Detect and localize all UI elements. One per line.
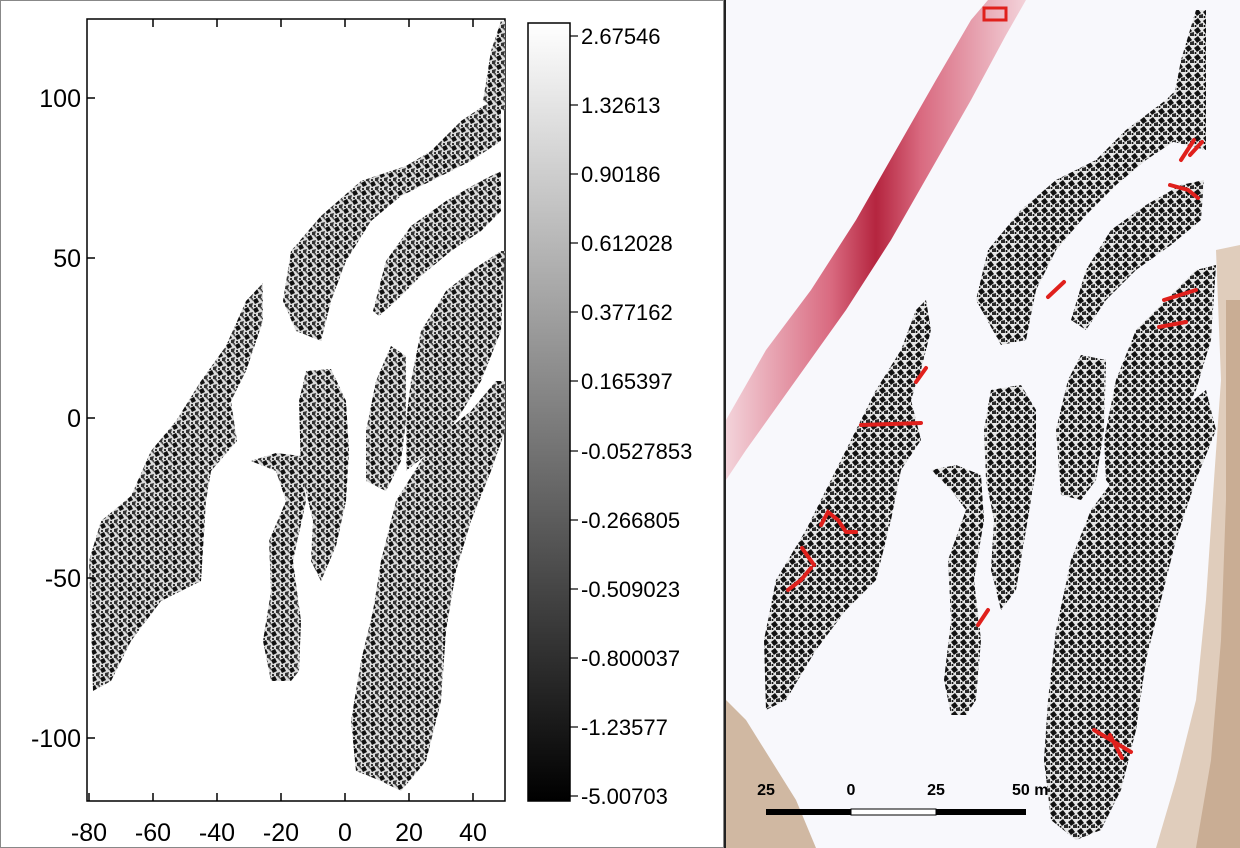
x-tick-label: 0: [338, 819, 352, 847]
outcrop-west: [89, 283, 263, 691]
outcrop-north-b: [1071, 180, 1204, 330]
colorbar-label: -0.800037: [581, 646, 680, 671]
shore-band-east-dark: [1196, 300, 1240, 848]
scale-label: 25: [927, 782, 945, 799]
outcrop-west: [764, 300, 931, 710]
colorbar-labels: 2.67546 1.32613 0.90186 0.612028 0.37716…: [581, 24, 692, 809]
colorbar-label: 2.67546: [581, 24, 661, 49]
x-tick-label: -20: [263, 819, 299, 847]
scale-bar: 25 0 25 50 m: [757, 782, 1048, 816]
x-tick-label: -40: [199, 819, 235, 847]
y-tick-label: 50: [53, 245, 81, 273]
outcrop-north-a: [976, 70, 1201, 345]
outcrop-center-a: [299, 369, 349, 581]
outcrop-south-east: [1044, 390, 1216, 840]
scale-bar-segment: [850, 808, 937, 816]
top-annotation-box: [982, 6, 1008, 22]
outcrop-center-a: [984, 385, 1036, 610]
y-tick-label: 0: [67, 405, 81, 433]
rock-outcrops: [89, 21, 505, 791]
x-tick-label: -80: [71, 819, 107, 847]
outcrop-north-tip: [1166, 10, 1206, 150]
outcrop-north-a: [283, 81, 501, 341]
scale-bar-segment: [936, 809, 1026, 815]
red-annotations: [786, 138, 1204, 760]
y-tick-label: -50: [45, 565, 81, 593]
scale-label: 50 m: [1012, 782, 1048, 799]
left-map-svg: 100 50 0 -50 -100 -80 -60 -40 -20 0 20 4…: [31, 18, 692, 847]
outcrop-south-a: [931, 465, 984, 715]
scale-label: 0: [847, 782, 856, 799]
colorbar: [527, 22, 571, 802]
colorbar-label: -1.23577: [581, 715, 668, 740]
outcrop-south-a: [251, 453, 306, 681]
outcrop-center-b: [1056, 355, 1106, 500]
y-tick-label: -100: [31, 725, 81, 753]
outcrop-south-east: [351, 381, 505, 791]
colorbar-ticks: [570, 35, 578, 797]
x-tick-label: -60: [135, 819, 171, 847]
right-map-panel: 25 0 25 50 m: [726, 0, 1240, 848]
panel-divider: [724, 0, 726, 848]
outcrop-east-a: [1104, 265, 1216, 500]
right-map-svg: 25 0 25 50 m: [726, 0, 1240, 848]
left-map-panel: 100 50 0 -50 -100 -80 -60 -40 -20 0 20 4…: [0, 0, 724, 848]
x-tick-label: 20: [395, 819, 423, 847]
y-tick-label: 100: [39, 85, 81, 113]
colorbar-label: 1.32613: [581, 93, 661, 118]
outcrop-north-b: [373, 171, 501, 316]
colorbar-label: 0.377162: [581, 300, 673, 325]
colorbar-label: 0.612028: [581, 231, 673, 256]
axis-ticks: [87, 19, 474, 801]
colorbar-label: 0.165397: [581, 369, 673, 394]
colorbar-label: -0.509023: [581, 577, 680, 602]
colorbar-label: -0.266805: [581, 508, 680, 533]
colorbar-label: 0.90186: [581, 162, 661, 187]
scale-bar-segment: [766, 809, 851, 815]
outcrop-north-tip: [483, 21, 505, 111]
colorbar-label: -0.0527853: [581, 439, 692, 464]
colorbar-label: -5.00703: [581, 784, 668, 809]
red-trail-band: [726, 0, 1026, 480]
x-tick-label: 40: [459, 819, 487, 847]
outcrop-center-b: [366, 346, 406, 491]
scale-label: 25: [757, 782, 775, 799]
outcrop-east-a: [406, 251, 505, 471]
rock-outcrops: [764, 10, 1216, 840]
